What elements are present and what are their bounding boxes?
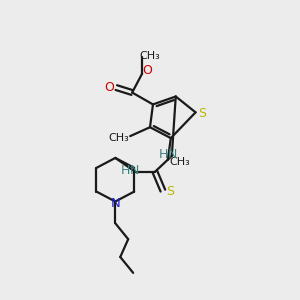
- Text: N: N: [110, 197, 120, 210]
- Text: H: H: [121, 164, 130, 177]
- Text: N: N: [130, 164, 139, 177]
- Text: N: N: [168, 148, 178, 161]
- Text: CH₃: CH₃: [140, 51, 160, 61]
- Text: O: O: [142, 64, 152, 77]
- Text: CH₃: CH₃: [108, 133, 129, 143]
- Text: S: S: [166, 185, 174, 198]
- Text: H: H: [159, 148, 169, 161]
- Text: O: O: [104, 81, 114, 94]
- Text: CH₃: CH₃: [169, 157, 190, 167]
- Text: S: S: [199, 107, 206, 120]
